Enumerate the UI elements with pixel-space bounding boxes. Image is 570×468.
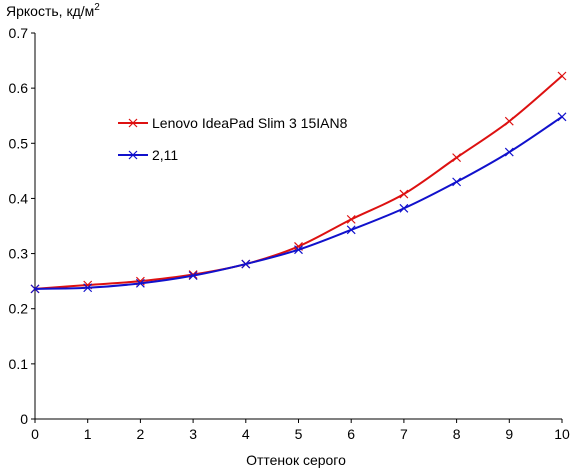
series-1 xyxy=(30,71,567,294)
y-tick-label: 0.5 xyxy=(9,135,29,151)
y-axis-title-text: Яркость, кд/м xyxy=(6,3,94,19)
x-tick-label: 9 xyxy=(505,426,513,442)
data-point-marker xyxy=(188,270,198,279)
data-point-marker xyxy=(346,214,356,224)
data-point-marker xyxy=(346,225,356,235)
x-tick-label: 6 xyxy=(347,426,355,442)
y-tick-label: 0.1 xyxy=(9,356,29,372)
data-point-marker xyxy=(399,189,409,199)
legend-marker xyxy=(128,150,138,160)
y-tick-label: 0.7 xyxy=(9,25,29,41)
data-point-marker xyxy=(452,153,462,163)
legend-entry-label: Lenovo IdeaPad Slim 3 15IAN8 xyxy=(152,115,348,131)
legend-marker xyxy=(128,118,138,128)
x-axis-title: Оттенок серого xyxy=(246,452,346,468)
x-tick-label: 3 xyxy=(189,426,197,442)
y-tick-label: 0 xyxy=(20,411,28,427)
series-2 xyxy=(30,112,567,294)
legend-entry-label: 2,11 xyxy=(152,147,178,163)
y-tick-label: 0.2 xyxy=(9,301,29,317)
data-point-marker xyxy=(83,283,93,293)
y-tick-label: 0.6 xyxy=(9,80,29,96)
x-tick-label: 1 xyxy=(84,426,92,442)
x-tick-label: 10 xyxy=(554,426,570,442)
y-tick-label: 0.3 xyxy=(9,246,29,262)
data-point-marker xyxy=(188,271,198,281)
x-tick-label: 7 xyxy=(400,426,408,442)
data-point-marker xyxy=(241,259,251,269)
x-tick-label: 2 xyxy=(137,426,145,442)
data-point-marker xyxy=(294,241,303,251)
series-line xyxy=(34,115,563,290)
x-tick-label: 8 xyxy=(453,426,461,442)
y-tick-label: 0.4 xyxy=(9,190,29,206)
y-axis-title-superscript: 2 xyxy=(94,2,100,13)
series-layer xyxy=(30,71,567,294)
y-axis-title: Яркость, кд/м2 xyxy=(6,2,100,19)
data-point-marker xyxy=(399,203,409,213)
data-point-marker xyxy=(504,116,514,126)
data-point-marker xyxy=(504,147,514,157)
x-tick-label: 5 xyxy=(295,426,303,442)
data-point-marker xyxy=(294,245,303,255)
series-line xyxy=(34,75,563,290)
data-point-marker xyxy=(30,284,40,294)
data-point-marker xyxy=(452,177,462,187)
legend: Lenovo IdeaPad Slim 3 15IAN8 2,11 xyxy=(118,115,348,163)
data-point-marker xyxy=(557,112,567,122)
x-tick-label: 4 xyxy=(242,426,250,442)
data-point-marker xyxy=(135,278,145,288)
axes: 0 1 2 3 4 5 6 7 8 9 10 0 0.1 0.2 0.3 0.4 0.5 0.6 0.7 xyxy=(9,25,570,442)
x-tick-label: 0 xyxy=(31,426,39,442)
data-point-marker xyxy=(557,71,567,81)
